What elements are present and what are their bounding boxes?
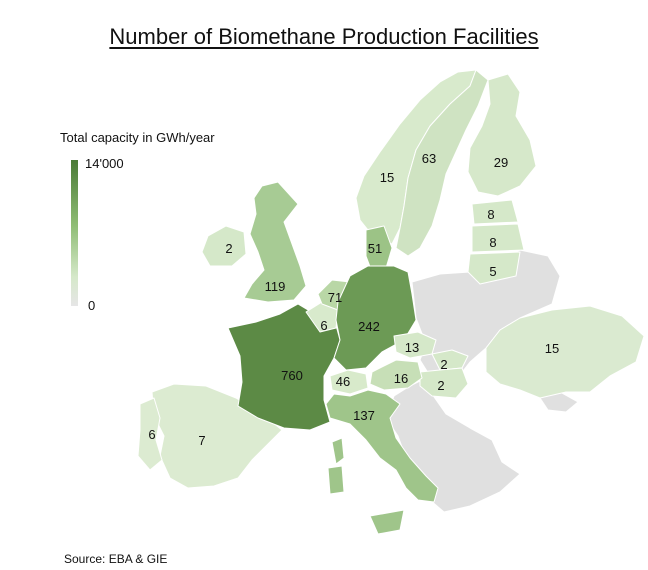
label-uk: 119: [265, 279, 286, 294]
map-title: Number of Biomethane Production Faciliti…: [109, 24, 539, 49]
label-denmark: 51: [368, 241, 382, 256]
label-estonia: 8: [487, 207, 494, 222]
label-netherlands: 71: [328, 290, 342, 305]
region-hungary: [419, 367, 469, 399]
region-no-data: [385, 249, 561, 513]
region-portugal: [137, 397, 163, 471]
legend-min-label: 0: [88, 298, 96, 313]
legend-color-scale: [71, 160, 78, 306]
legend-title: Total capacity in GWh/year: [60, 130, 215, 145]
region-ukraine: [485, 305, 645, 399]
label-germany: 242: [358, 319, 380, 334]
region-corsica: [331, 437, 345, 465]
region-estonia: [471, 199, 519, 225]
label-switzerland: 46: [336, 374, 350, 389]
label-norway: 15: [380, 170, 394, 185]
label-spain: 7: [198, 433, 205, 448]
label-latvia: 8: [489, 235, 496, 250]
label-ukraine: 15: [545, 341, 559, 356]
label-ireland: 2: [225, 241, 232, 256]
region-lithuania: [467, 251, 521, 285]
region-sardinia: [327, 465, 345, 495]
region-austria: [369, 359, 423, 391]
label-slovakia: 2: [440, 357, 447, 372]
region-slovakia: [431, 349, 469, 371]
label-france: 760: [281, 368, 303, 383]
label-austria: 16: [394, 371, 408, 386]
legend-max-label: 14'000: [85, 156, 124, 171]
region-switzerland: [329, 369, 369, 395]
region-uk: [243, 181, 307, 303]
region-latvia: [471, 223, 525, 253]
label-hungary: 2: [437, 378, 444, 393]
region-ireland: [201, 225, 247, 267]
region-sweden: [395, 69, 489, 257]
region-italy: [325, 389, 439, 503]
region-france: [227, 303, 341, 431]
source-note: Source: EBA & GIE: [64, 552, 168, 566]
label-czechia: 13: [405, 340, 419, 355]
label-belgium: 6: [320, 318, 327, 333]
region-finland: [467, 73, 537, 197]
label-portugal: 6: [148, 427, 155, 442]
label-finland: 29: [494, 155, 508, 170]
label-sweden: 63: [422, 151, 436, 166]
label-italy: 137: [353, 408, 375, 423]
label-lithuania: 5: [489, 264, 496, 279]
region-sicily: [369, 509, 405, 535]
